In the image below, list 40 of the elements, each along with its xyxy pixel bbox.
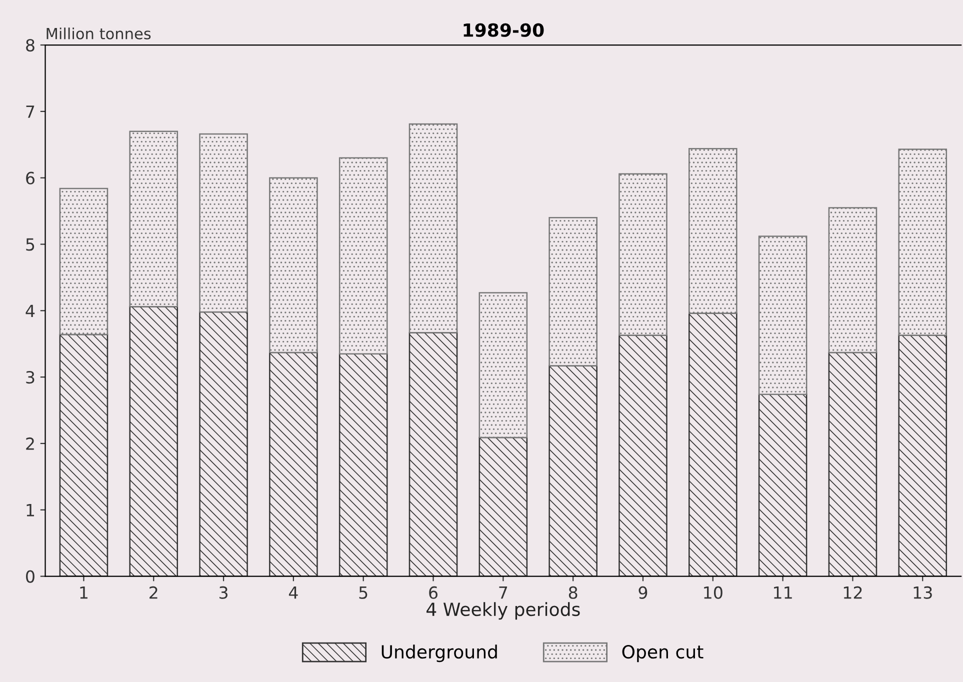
legend-label: Open cut bbox=[622, 644, 704, 662]
x-tick-label: 2 bbox=[150, 586, 158, 599]
chart-title: 1989-90 bbox=[464, 23, 544, 37]
x-tick-label: 5 bbox=[359, 586, 368, 599]
x-tick-label: 8 bbox=[568, 586, 578, 599]
bar bbox=[129, 130, 178, 308]
y-tick-label: 0 bbox=[26, 570, 34, 583]
y-tick-label: 2 bbox=[26, 437, 34, 450]
x-tick-label: 11 bbox=[774, 586, 792, 599]
bar bbox=[898, 148, 948, 336]
x-tick-label: 13 bbox=[914, 586, 932, 599]
y-tick-label: 7 bbox=[26, 106, 34, 118]
x-tick-label: 12 bbox=[844, 586, 862, 599]
x-tick-label: 6 bbox=[429, 586, 438, 599]
bar bbox=[338, 157, 388, 354]
y-tick-label: 1 bbox=[26, 504, 34, 516]
bar bbox=[199, 133, 248, 313]
y-tick-label: 8 bbox=[26, 38, 34, 52]
y-tick-label: 3 bbox=[26, 371, 34, 384]
x-tick-label: 9 bbox=[638, 586, 648, 599]
bar bbox=[548, 217, 598, 366]
bar bbox=[269, 177, 318, 354]
bar bbox=[59, 188, 108, 336]
legend-label: Underground bbox=[382, 644, 497, 662]
bar bbox=[478, 292, 528, 438]
x-tick-label: 10 bbox=[704, 586, 722, 599]
bar bbox=[828, 207, 878, 354]
x-tick-label: 3 bbox=[220, 586, 228, 599]
bar bbox=[618, 173, 668, 336]
y-tick-label: 5 bbox=[26, 238, 34, 251]
bar bbox=[758, 236, 808, 395]
x-tick-label: 1 bbox=[80, 586, 88, 599]
x-tick-label: 7 bbox=[499, 586, 508, 599]
x-axis-title: 4 Weekly periods bbox=[426, 602, 580, 620]
y-tick-label: 4 bbox=[26, 304, 35, 317]
bar bbox=[408, 123, 458, 334]
bar bbox=[688, 148, 738, 314]
y-tick-label: 6 bbox=[26, 172, 34, 184]
x-tick-label: 4 bbox=[288, 586, 298, 599]
y-axis-title: Million tonnes bbox=[46, 28, 151, 40]
